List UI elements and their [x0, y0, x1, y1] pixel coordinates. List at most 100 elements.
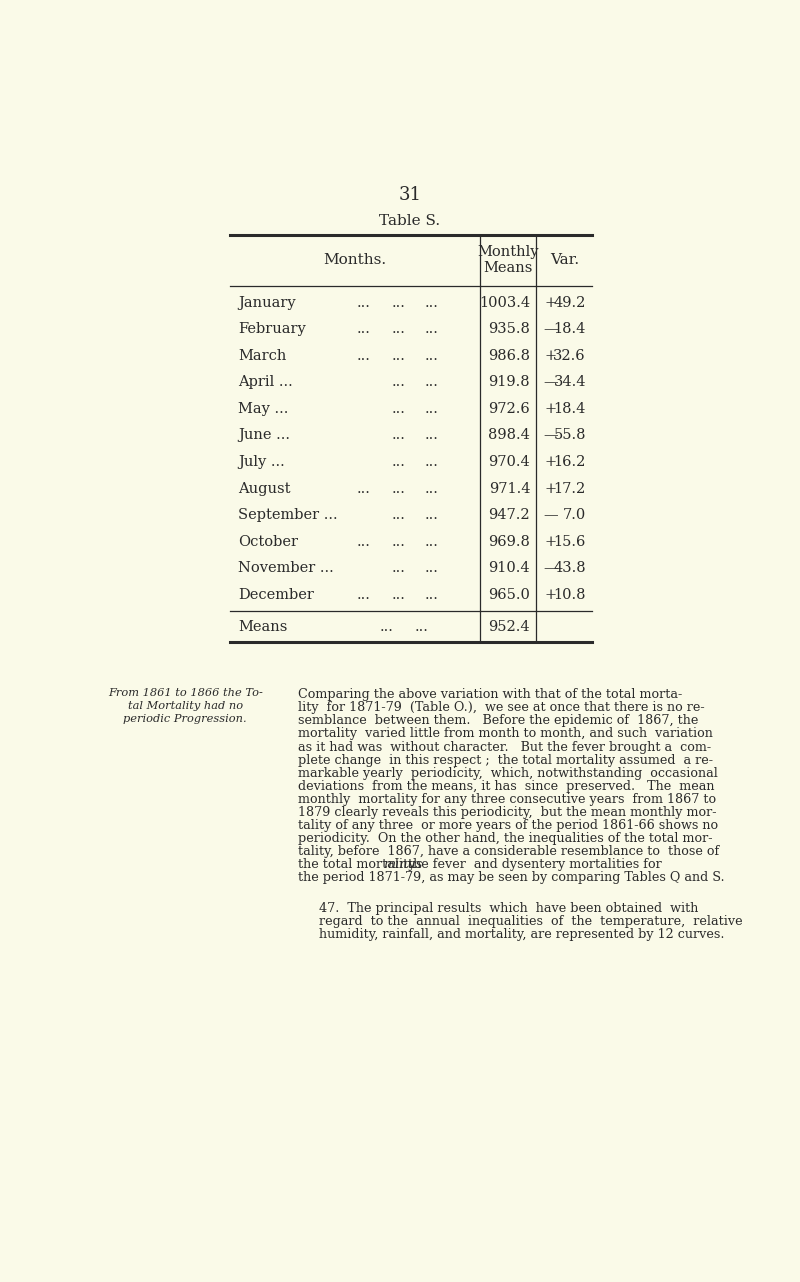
Text: tality of any three  or more years of the period 1861-66 shows no: tality of any three or more years of the…: [298, 819, 718, 832]
Text: ...: ...: [357, 588, 370, 601]
Text: November ...: November ...: [238, 562, 334, 576]
Text: 15.6: 15.6: [554, 535, 586, 549]
Text: ...: ...: [380, 619, 394, 633]
Text: the fever  and dysentery mortalities for: the fever and dysentery mortalities for: [404, 859, 662, 872]
Text: the total mortality: the total mortality: [298, 859, 419, 872]
Text: 10.8: 10.8: [554, 588, 586, 601]
Text: 986.8: 986.8: [488, 349, 530, 363]
Text: 969.8: 969.8: [488, 535, 530, 549]
Text: semblance  between them.   Before the epidemic of  1867, the: semblance between them. Before the epide…: [298, 714, 698, 727]
Text: —: —: [543, 562, 558, 576]
Text: August: August: [238, 482, 290, 496]
Text: May ...: May ...: [238, 401, 288, 415]
Text: ...: ...: [391, 535, 406, 549]
Text: the period 1871-79, as may be seen by comparing Tables Q and S.: the period 1871-79, as may be seen by co…: [298, 872, 724, 885]
Text: 952.4: 952.4: [489, 619, 530, 633]
Text: ...: ...: [425, 455, 438, 469]
Text: ...: ...: [391, 322, 406, 336]
Text: 965.0: 965.0: [488, 588, 530, 601]
Text: 970.4: 970.4: [488, 455, 530, 469]
Text: —: —: [543, 322, 558, 336]
Text: +: +: [544, 482, 556, 496]
Text: Table S.: Table S.: [379, 214, 441, 228]
Text: ...: ...: [357, 296, 370, 310]
Text: 32.6: 32.6: [554, 349, 586, 363]
Text: 947.2: 947.2: [489, 508, 530, 522]
Text: ...: ...: [425, 296, 438, 310]
Text: 55.8: 55.8: [554, 428, 586, 442]
Text: 34.4: 34.4: [554, 376, 586, 390]
Text: 972.6: 972.6: [488, 401, 530, 415]
Text: 935.8: 935.8: [488, 322, 530, 336]
Text: Monthly
Means: Monthly Means: [478, 245, 538, 276]
Text: ...: ...: [391, 349, 406, 363]
Text: regard  to the  annual  inequalities  of  the  temperature,  relative: regard to the annual inequalities of the…: [319, 914, 743, 928]
Text: ...: ...: [425, 322, 438, 336]
Text: ...: ...: [425, 401, 438, 415]
Text: ...: ...: [391, 482, 406, 496]
Text: March: March: [238, 349, 286, 363]
Text: +: +: [544, 349, 556, 363]
Text: 1879 clearly reveals this periodicity,  but the mean monthly mor-: 1879 clearly reveals this periodicity, b…: [298, 806, 716, 819]
Text: 18.4: 18.4: [554, 322, 586, 336]
Text: Means: Means: [238, 619, 287, 633]
Text: deviations  from the means, it has  since  preserved.   The  mean: deviations from the means, it has since …: [298, 779, 714, 792]
Text: tality, before  1867, have a considerable resemblance to  those of: tality, before 1867, have a considerable…: [298, 845, 719, 859]
Text: ...: ...: [391, 508, 406, 522]
Text: 43.8: 43.8: [554, 562, 586, 576]
Text: July ...: July ...: [238, 455, 285, 469]
Text: ...: ...: [425, 376, 438, 390]
Text: markable yearly  periodicity,  which, notwithstanding  occasional: markable yearly periodicity, which, notw…: [298, 767, 718, 779]
Text: 17.2: 17.2: [554, 482, 586, 496]
Text: ...: ...: [414, 619, 429, 633]
Text: ...: ...: [425, 508, 438, 522]
Text: December: December: [238, 588, 314, 601]
Text: ...: ...: [425, 349, 438, 363]
Text: ...: ...: [425, 588, 438, 601]
Text: ...: ...: [357, 349, 370, 363]
Text: periodic Progression.: periodic Progression.: [123, 714, 247, 724]
Text: April ...: April ...: [238, 376, 293, 390]
Text: 16.2: 16.2: [554, 455, 586, 469]
Text: ...: ...: [391, 588, 406, 601]
Text: +: +: [544, 296, 556, 310]
Text: 49.2: 49.2: [554, 296, 586, 310]
Text: Comparing the above variation with that of the total morta-: Comparing the above variation with that …: [298, 688, 682, 701]
Text: 971.4: 971.4: [489, 482, 530, 496]
Text: ...: ...: [425, 428, 438, 442]
Text: minus: minus: [383, 859, 422, 872]
Text: October: October: [238, 535, 298, 549]
Text: ...: ...: [357, 535, 370, 549]
Text: ...: ...: [391, 401, 406, 415]
Text: 7.0: 7.0: [562, 508, 586, 522]
Text: ...: ...: [425, 535, 438, 549]
Text: tal Mortality had no: tal Mortality had no: [128, 701, 243, 712]
Text: 919.8: 919.8: [489, 376, 530, 390]
Text: January: January: [238, 296, 295, 310]
Text: ...: ...: [391, 376, 406, 390]
Text: ...: ...: [391, 428, 406, 442]
Text: mortality  varied little from month to month, and such  variation: mortality varied little from month to mo…: [298, 727, 713, 741]
Text: ...: ...: [425, 562, 438, 576]
Text: ...: ...: [391, 562, 406, 576]
Text: February: February: [238, 322, 306, 336]
Text: —: —: [543, 428, 558, 442]
Text: 31: 31: [398, 186, 422, 204]
Text: +: +: [544, 401, 556, 415]
Text: +: +: [544, 535, 556, 549]
Text: ...: ...: [357, 322, 370, 336]
Text: monthly  mortality for any three consecutive years  from 1867 to: monthly mortality for any three consecut…: [298, 794, 716, 806]
Text: lity  for 1871-79  (Table O.),  we see at once that there is no re-: lity for 1871-79 (Table O.), we see at o…: [298, 701, 704, 714]
Text: as it had was  without character.   But the fever brought a  com-: as it had was without character. But the…: [298, 741, 710, 754]
Text: 47.  The principal results  which  have been obtained  with: 47. The principal results which have bee…: [319, 901, 698, 914]
Text: —: —: [543, 508, 558, 522]
Text: ...: ...: [425, 482, 438, 496]
Text: +: +: [544, 588, 556, 601]
Text: humidity, rainfall, and mortality, are represented by 12 curves.: humidity, rainfall, and mortality, are r…: [319, 928, 725, 941]
Text: periodicity.  On the other hand, the inequalities of the total mor-: periodicity. On the other hand, the ineq…: [298, 832, 712, 845]
Text: ...: ...: [357, 482, 370, 496]
Text: Var.: Var.: [550, 253, 578, 267]
Text: 18.4: 18.4: [554, 401, 586, 415]
Text: ...: ...: [391, 455, 406, 469]
Text: Months.: Months.: [323, 253, 386, 267]
